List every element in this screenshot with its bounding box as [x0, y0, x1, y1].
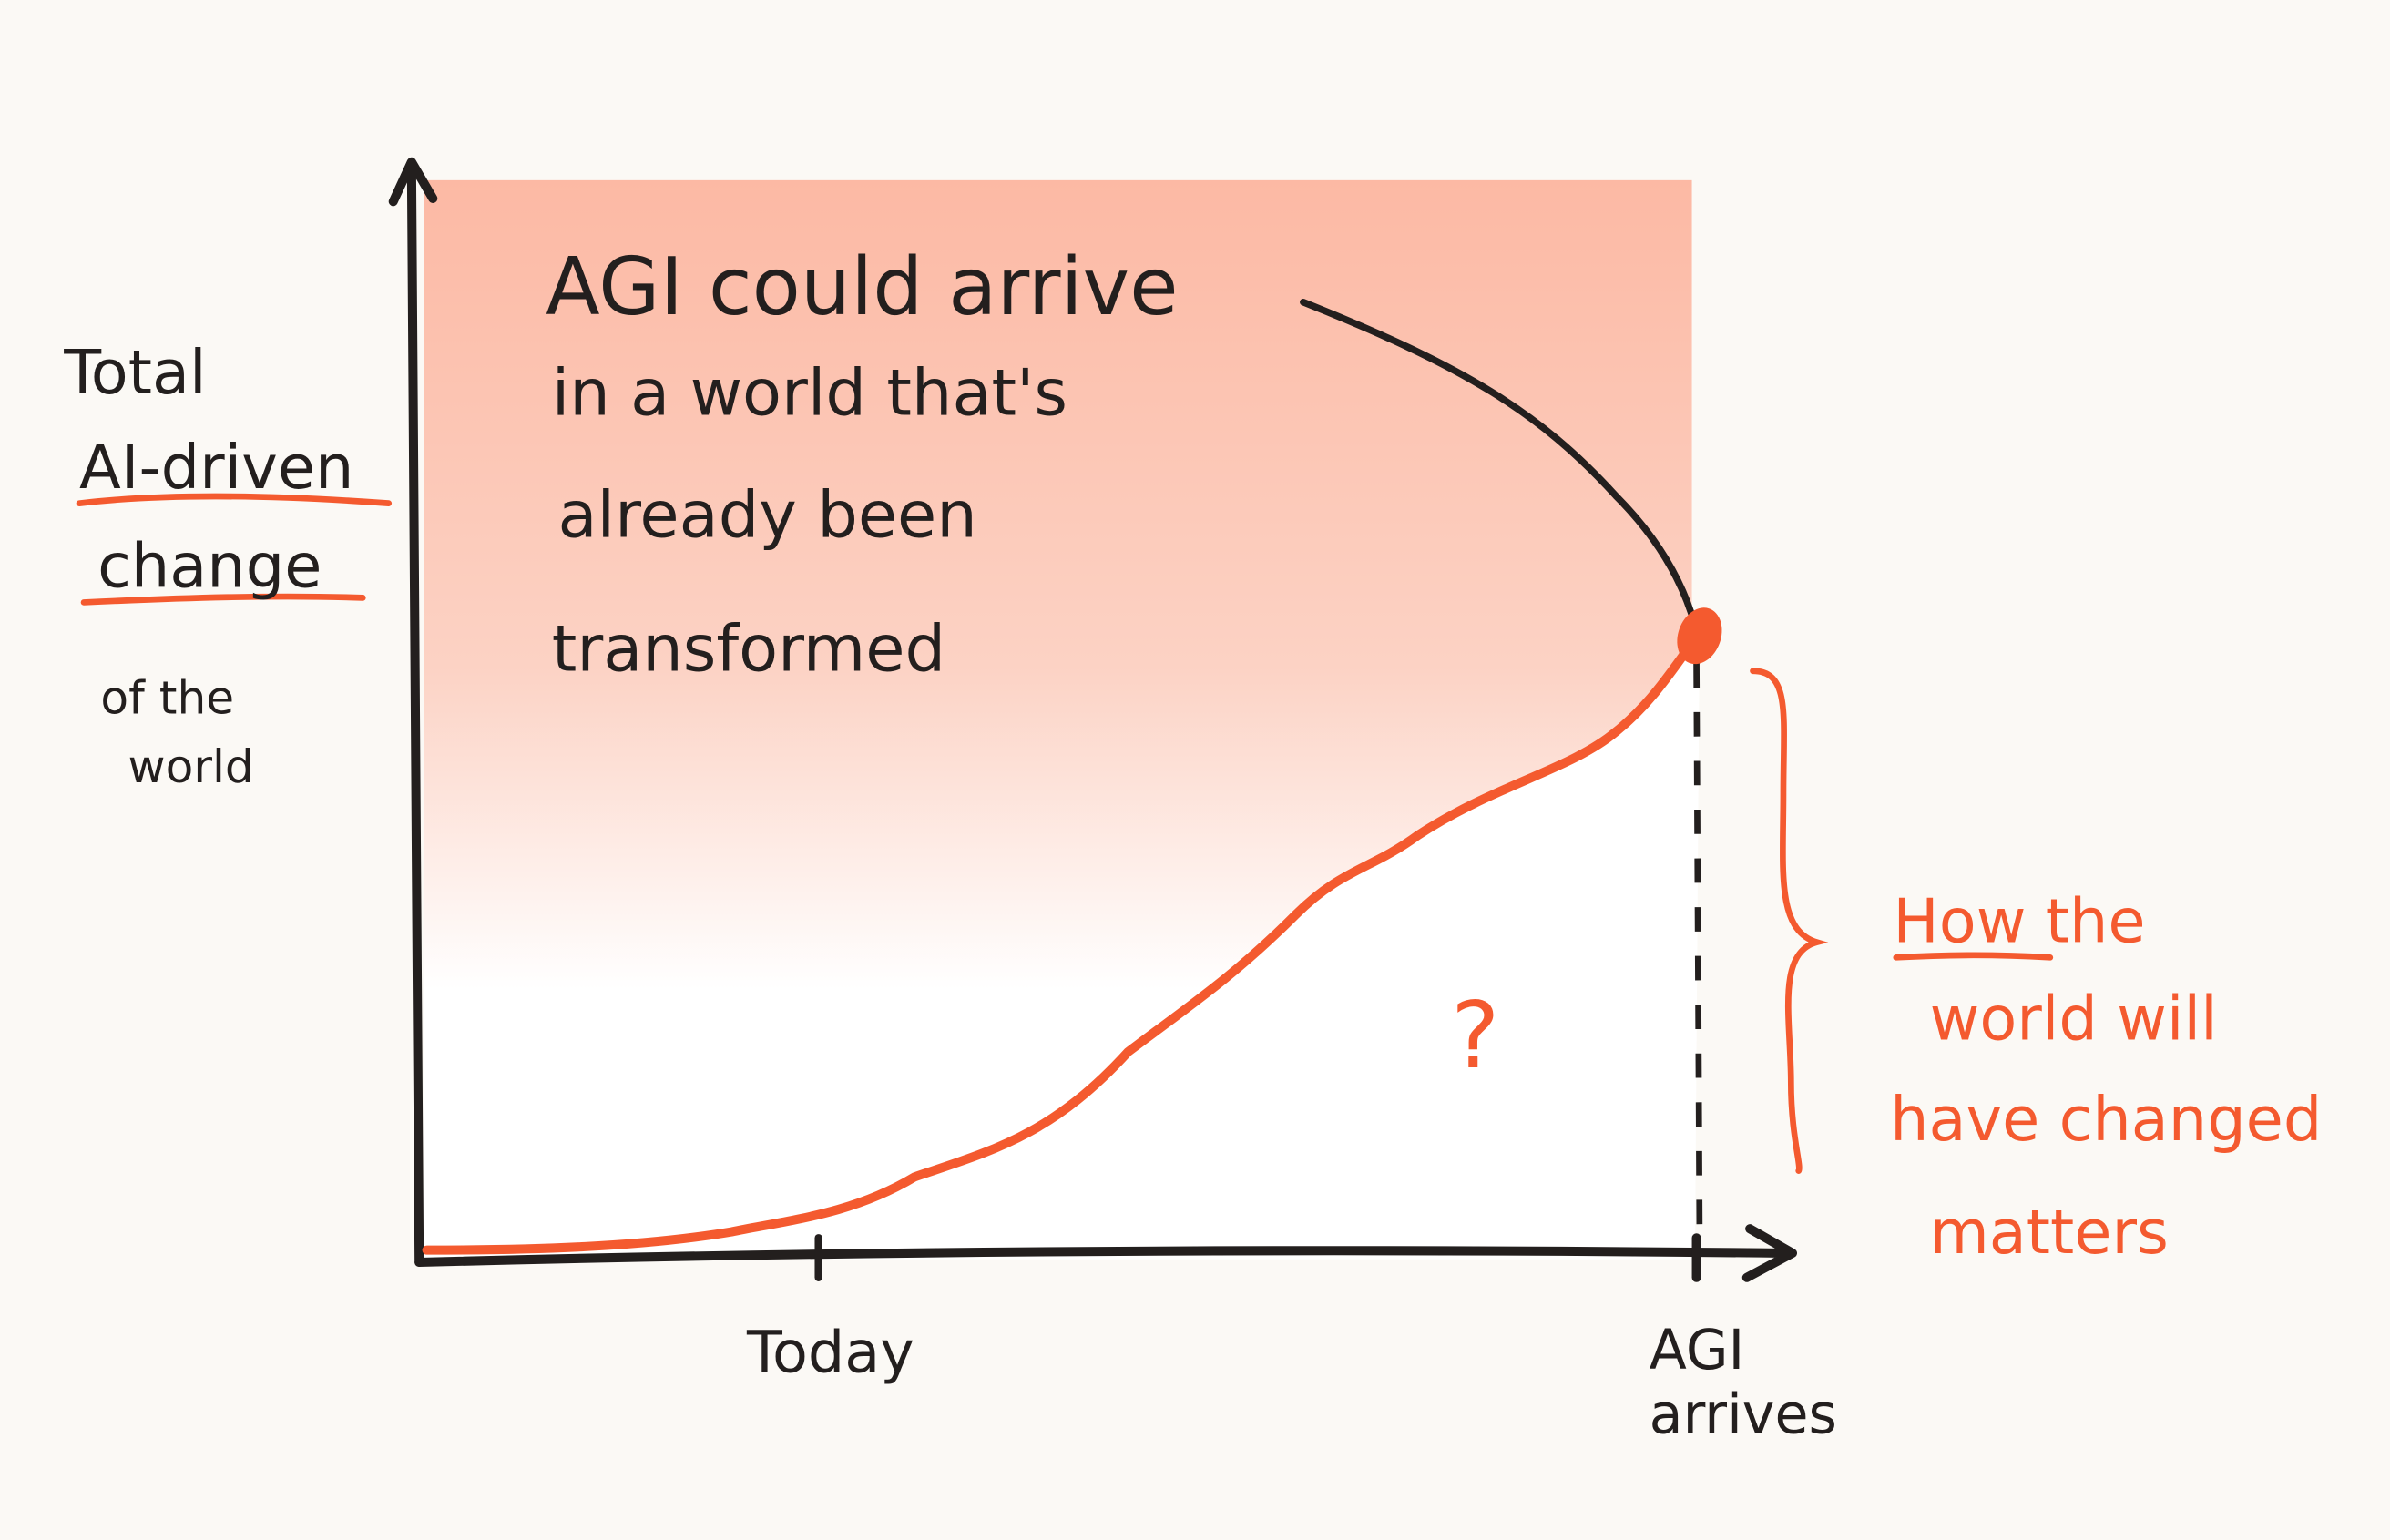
side-note-line: matters	[1930, 1197, 2169, 1268]
y-label-line: change	[97, 531, 322, 602]
y-label-line: AI-driven	[79, 432, 353, 503]
x-label: arrives	[1650, 1382, 1837, 1446]
unshaded-region	[426, 632, 1700, 1260]
annotation-line: transformed	[552, 612, 945, 687]
underline	[80, 593, 366, 606]
y-label-line: world	[128, 739, 254, 793]
annotation-line: AGI could arrive	[546, 240, 1179, 333]
question-mark: ?	[1451, 983, 1499, 1089]
y-label-line: of the	[100, 671, 234, 725]
side-note-line: world will	[1930, 984, 2218, 1055]
change-curve	[422, 627, 1704, 1255]
annotation-line: already been	[557, 477, 976, 552]
agi-point	[1677, 607, 1722, 665]
x-label: Today	[746, 1319, 914, 1386]
underline	[76, 493, 393, 506]
underline	[1893, 952, 2054, 961]
x-label: AGI	[1650, 1319, 1745, 1382]
y-label-line: Total	[63, 337, 206, 408]
x-axis	[414, 1224, 1798, 1282]
brace	[1750, 668, 1829, 1174]
side-note-line: How the	[1893, 886, 2145, 957]
side-note-line: have changed	[1890, 1084, 2322, 1155]
annotation-line: in a world that's	[552, 356, 1067, 431]
pointer-line	[1300, 298, 1699, 629]
y-axis	[388, 157, 438, 1268]
